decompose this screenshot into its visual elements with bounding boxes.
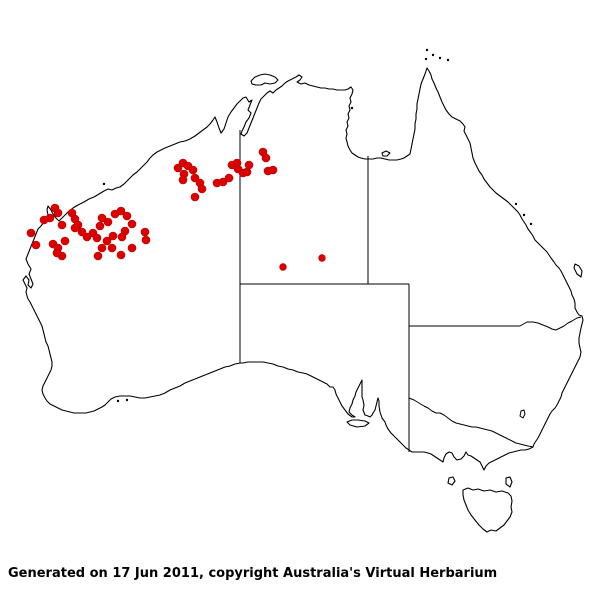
state-border-nsw-vic-murray bbox=[408, 397, 534, 448]
mainland-coastline bbox=[22, 67, 584, 471]
island-tasmania bbox=[462, 487, 513, 533]
border-act bbox=[519, 409, 526, 419]
occurrence-point bbox=[60, 236, 70, 246]
occurrence-point bbox=[127, 219, 137, 229]
occurrence-point bbox=[116, 250, 126, 260]
occurrence-point bbox=[39, 215, 49, 225]
occurrence-point bbox=[224, 173, 234, 183]
occurrence-point bbox=[108, 231, 118, 241]
island-fraser bbox=[573, 263, 583, 278]
footer-caption: Generated on 17 Jun 2011, copyright Aust… bbox=[8, 566, 498, 581]
island-melville bbox=[250, 73, 279, 86]
occurrence-point bbox=[218, 177, 228, 187]
occurrence-point bbox=[26, 228, 36, 238]
occurrence-point bbox=[93, 251, 103, 261]
occurrence-point bbox=[261, 153, 271, 163]
occurrence-point bbox=[102, 236, 112, 246]
occurrence-point bbox=[178, 175, 188, 185]
island-king bbox=[447, 476, 456, 486]
occurrence-layer bbox=[26, 147, 326, 271]
island-kangaroo bbox=[346, 419, 370, 428]
small-island-specks bbox=[102, 48, 533, 403]
occurrence-point bbox=[122, 211, 132, 221]
occurrence-point bbox=[140, 227, 150, 237]
occurrence-point bbox=[116, 206, 126, 216]
occurrence-point bbox=[103, 217, 113, 227]
occurrence-point bbox=[52, 248, 62, 258]
occurrence-point bbox=[127, 243, 137, 253]
island-mornington bbox=[381, 150, 391, 157]
occurrence-point bbox=[244, 160, 254, 170]
occurrence-point bbox=[279, 263, 287, 271]
occurrence-point bbox=[197, 184, 207, 194]
occurrence-point bbox=[92, 233, 102, 243]
occurrence-point bbox=[141, 235, 151, 245]
occurrence-point bbox=[97, 213, 107, 223]
occurrence-point bbox=[95, 221, 105, 231]
occurrence-point bbox=[70, 223, 80, 233]
state-border-qld-nsw bbox=[409, 316, 582, 331]
occurrence-point bbox=[31, 240, 41, 250]
occurrence-point bbox=[57, 220, 67, 230]
occurrence-point bbox=[117, 232, 127, 242]
occurrence-point bbox=[97, 243, 107, 253]
occurrence-point bbox=[188, 165, 198, 175]
occurrence-point bbox=[53, 208, 63, 218]
occurrence-point bbox=[268, 165, 278, 175]
occurrence-point bbox=[190, 192, 200, 202]
occurrence-point bbox=[318, 254, 326, 262]
occurrence-point bbox=[107, 243, 117, 253]
occurrence-point bbox=[77, 227, 87, 237]
island-flinders bbox=[505, 476, 513, 488]
